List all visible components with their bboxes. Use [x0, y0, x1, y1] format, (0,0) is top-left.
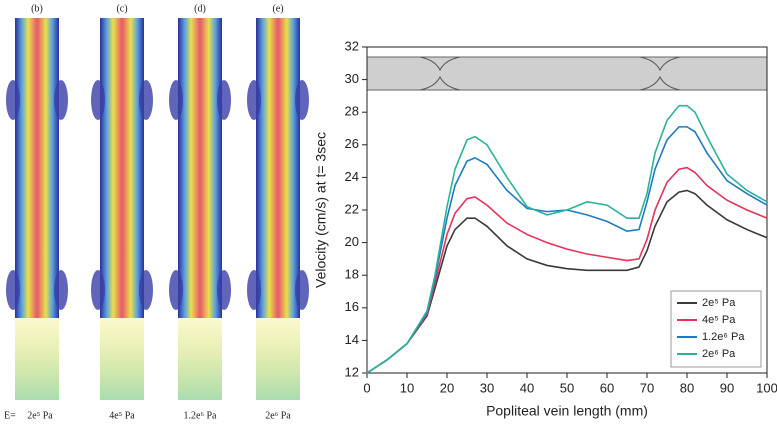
- tube-outlet: [178, 318, 222, 400]
- tube-outlet: [256, 318, 300, 400]
- valve: [54, 80, 68, 120]
- tube: [256, 18, 300, 318]
- valve: [54, 270, 68, 310]
- y-axis-label: Velocity (cm/s) at t= 3sec: [313, 132, 329, 288]
- panel-label: (e): [272, 3, 283, 14]
- y-tick-label: 28: [345, 104, 359, 119]
- series-line: [366, 126, 768, 374]
- y-tick-label: 30: [345, 71, 359, 86]
- valve: [139, 270, 153, 310]
- x-tick-label: 80: [680, 380, 694, 395]
- tube-outlet: [100, 318, 144, 400]
- valve: [217, 80, 231, 120]
- valve: [247, 270, 261, 310]
- series-line: [366, 166, 768, 374]
- tube-outlet: [15, 318, 59, 400]
- panel-label: (c): [116, 3, 127, 14]
- valve: [6, 270, 20, 310]
- x-tick-label: 70: [640, 380, 654, 395]
- panel-label: (d): [194, 3, 206, 14]
- x-tick-label: 90: [720, 380, 734, 395]
- y-tick-label: 26: [345, 136, 359, 151]
- prefix: E=: [4, 410, 16, 421]
- x-tick-label: 30: [480, 380, 494, 395]
- valve: [169, 270, 183, 310]
- x-tick-label: 50: [560, 380, 574, 395]
- y-tick-label: 18: [345, 267, 359, 282]
- x-axis-label: Popliteal vein length (mm): [486, 403, 648, 419]
- panel-label: (b): [31, 3, 43, 14]
- vein-valves: [419, 56, 681, 91]
- x-tick-label: 100: [756, 380, 777, 395]
- valve: [91, 80, 105, 120]
- y-tick-label: 14: [345, 332, 359, 347]
- x-tick-label: 0: [363, 380, 370, 395]
- tube: [15, 18, 59, 318]
- valve: [247, 80, 261, 120]
- valve: [139, 80, 153, 120]
- legend-label: 2e⁶ Pa: [702, 348, 736, 360]
- tube: [178, 18, 222, 318]
- y-tick-label: 20: [345, 234, 359, 249]
- y-tick-label: 32: [345, 38, 359, 53]
- series-line: [366, 104, 768, 374]
- y-tick-label: 22: [345, 201, 359, 216]
- panel-caption: 2e⁶ Pa: [265, 410, 291, 421]
- x-tick-label: 60: [600, 380, 614, 395]
- vein-inset: [366, 56, 768, 91]
- valve: [217, 270, 231, 310]
- legend-label: 1.2e⁶ Pa: [702, 331, 745, 343]
- legend-label: 4e⁵ Pa: [702, 314, 736, 326]
- y-tick-label: 16: [345, 299, 359, 314]
- valve: [295, 270, 309, 310]
- panel-caption: 2e⁵ Pa: [27, 410, 53, 421]
- valve: [295, 80, 309, 120]
- x-tick-label: 40: [520, 380, 534, 395]
- series-line: [366, 189, 768, 374]
- y-tick-label: 12: [345, 364, 359, 379]
- flow-panels: E= (b) 2e⁵ Pa (c) 4e⁵ Pa (d) 1.2e⁶ Pa (e) 2e⁶ Pa: [4, 3, 309, 421]
- valve: [169, 80, 183, 120]
- panel-caption: 1.2e⁶ Pa: [184, 410, 217, 421]
- panel-caption: 4e⁵ Pa: [109, 410, 135, 421]
- valve: [91, 270, 105, 310]
- x-tick-label: 20: [440, 380, 454, 395]
- x-tick-label: 10: [400, 380, 414, 395]
- legend-label: 2e⁵ Pa: [702, 297, 736, 309]
- y-tick-label: 24: [345, 169, 359, 184]
- valve: [6, 80, 20, 120]
- tube: [100, 18, 144, 318]
